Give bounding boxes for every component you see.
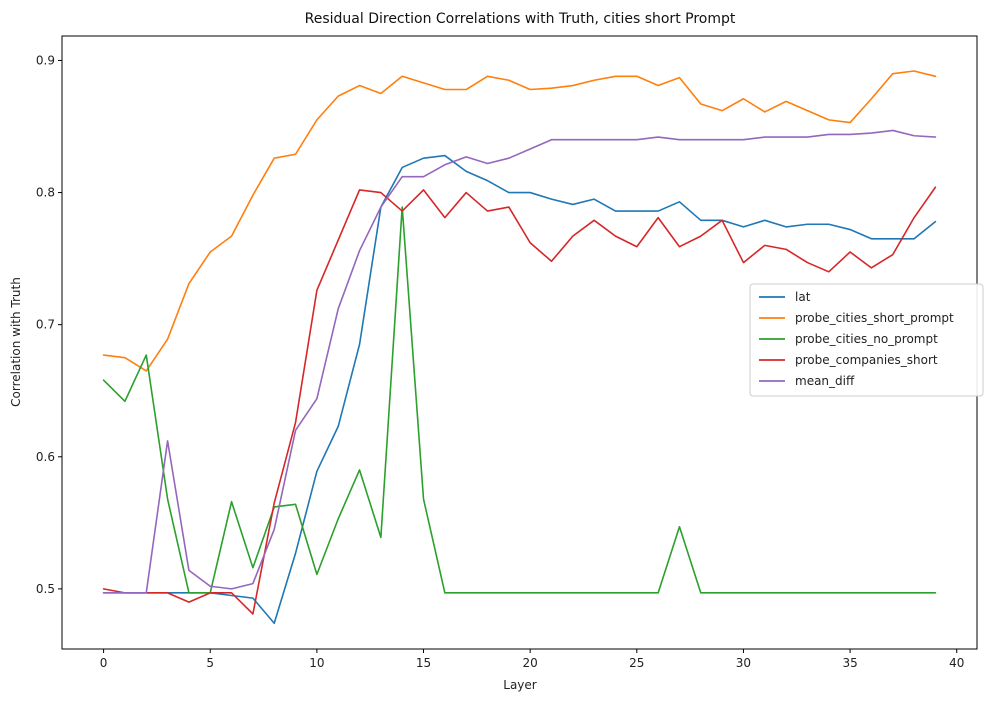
x-tick-label: 5 xyxy=(206,656,214,670)
legend: lat probe_cities_short_prompt probe_cities… xyxy=(749,283,984,397)
chart-title: Residual Direction Correlations with Tru… xyxy=(305,11,736,27)
legend-box xyxy=(749,283,984,397)
x-tick-label: 30 xyxy=(736,656,751,670)
y-axis-label: Correlation with Truth xyxy=(9,277,23,407)
x-tick-label: 35 xyxy=(842,656,857,670)
series-line-probe-cities-no-prompt xyxy=(102,206,937,594)
x-tick-label: 40 xyxy=(949,656,964,670)
y-tick-label: 0.8 xyxy=(36,186,55,200)
series-line-probe-companies-short xyxy=(102,186,937,615)
ticks: 0 5 10 15 20 25 30 35 40 0.5 0.6 0.7 0.8 0.9 xyxy=(36,53,964,670)
x-tick-label: 20 xyxy=(523,656,538,670)
legend-entry: lat xyxy=(795,290,811,304)
y-tick-label: 0.7 xyxy=(36,318,55,332)
y-tick-label: 0.9 xyxy=(36,53,55,67)
series-line-lat xyxy=(102,154,937,625)
x-tick-label: 25 xyxy=(629,656,644,670)
series-line-mean-diff xyxy=(102,129,937,594)
legend-entry: probe_cities_no_prompt xyxy=(795,332,938,346)
plot-area xyxy=(102,70,937,625)
legend-entry: mean_diff xyxy=(795,374,855,388)
x-tick-label: 15 xyxy=(416,656,431,670)
legend-entry: probe_companies_short xyxy=(795,353,938,367)
series-line-probe-cities-short-prompt xyxy=(102,70,937,372)
legend-entry: probe_cities_short_prompt xyxy=(795,311,954,325)
x-tick-label: 0 xyxy=(100,656,108,670)
y-tick-label: 0.6 xyxy=(36,450,55,464)
y-tick-label: 0.5 xyxy=(36,582,55,596)
x-axis-label: Layer xyxy=(503,678,537,692)
x-tick-label: 10 xyxy=(309,656,324,670)
